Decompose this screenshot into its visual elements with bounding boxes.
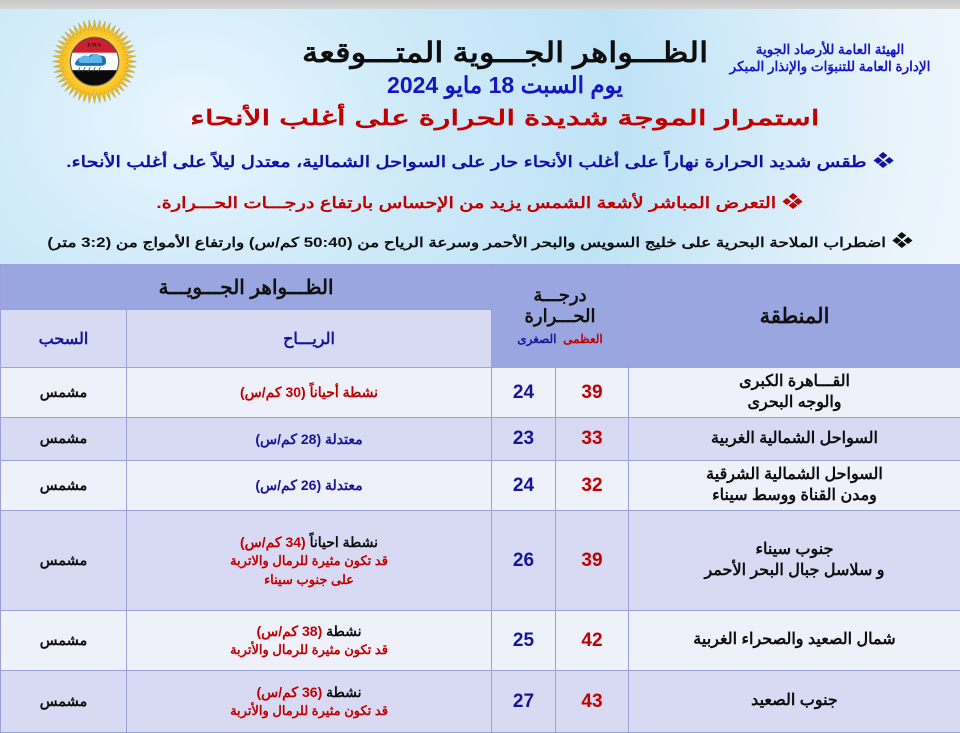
svg-text:EMA: EMA [88, 42, 102, 48]
